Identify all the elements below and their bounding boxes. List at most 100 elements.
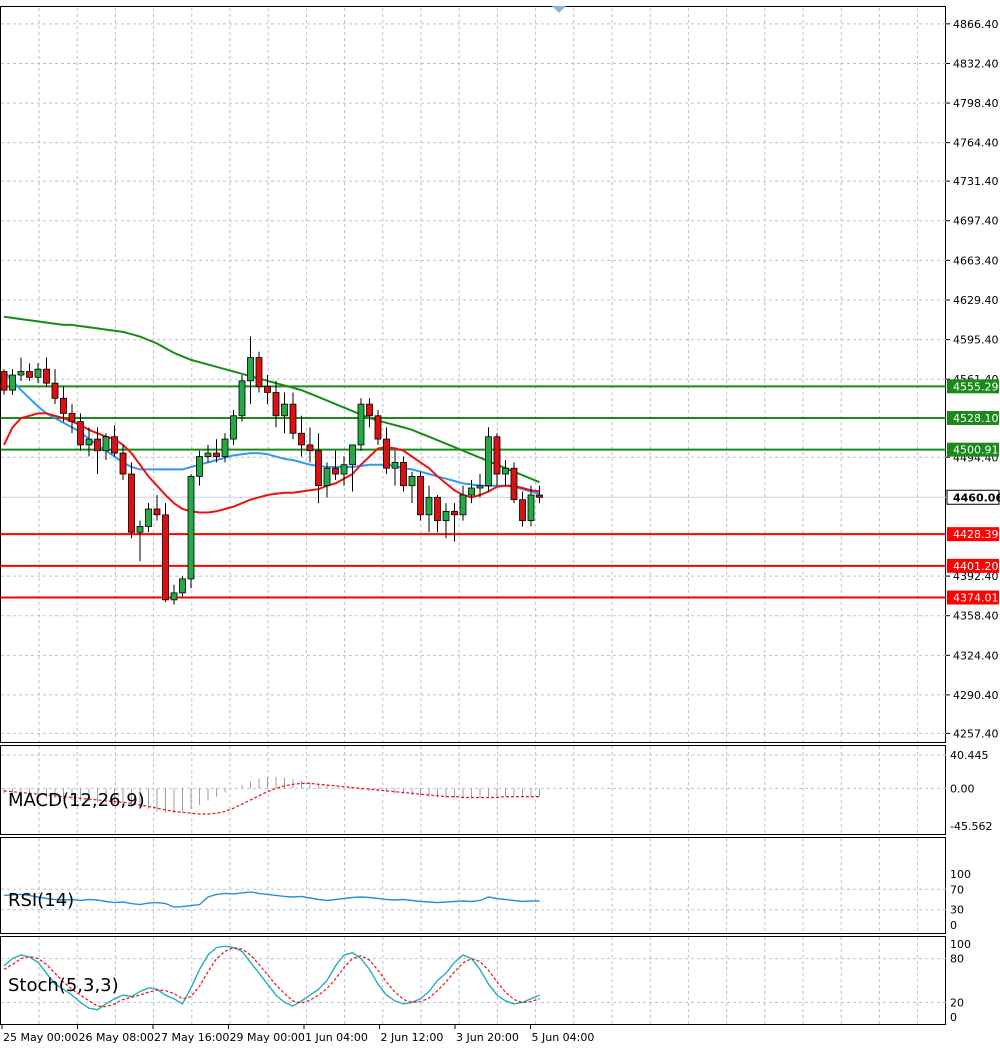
scroll-marker-icon[interactable] xyxy=(552,6,566,13)
candle xyxy=(204,444,212,463)
time-tick-label: 3 Jun 20:00 xyxy=(456,1031,519,1044)
candle xyxy=(502,460,509,486)
candle xyxy=(60,386,67,422)
candle-body xyxy=(332,467,339,475)
candle-body xyxy=(179,578,186,594)
candle-body xyxy=(128,473,135,533)
candle-body xyxy=(400,461,407,487)
candle xyxy=(238,375,246,422)
stoch-label: Stoch(5,3,3) xyxy=(8,975,119,996)
candle xyxy=(255,351,263,393)
candle xyxy=(417,471,424,521)
macd-label: MACD(12,26,9) xyxy=(8,790,145,811)
candle-body xyxy=(247,357,254,382)
candle-body xyxy=(255,357,263,388)
candle-body xyxy=(221,438,229,457)
current-price-box xyxy=(946,489,1000,505)
candle-body xyxy=(502,467,509,475)
candle-body xyxy=(204,452,212,457)
candle xyxy=(434,495,441,533)
candle xyxy=(170,584,178,605)
time-tick-label: 1 Jun 04:00 xyxy=(305,1031,368,1044)
level-label-box xyxy=(947,558,999,573)
candle xyxy=(247,336,254,405)
rsi-label: RSI(14) xyxy=(8,890,74,911)
level-label: 4555.29 xyxy=(953,380,999,393)
support-resistance-levels xyxy=(1,385,946,599)
price-tick-label: 4392.40 xyxy=(953,570,999,583)
stoch-main-line xyxy=(3,945,540,1011)
rsi-tick-label: 0 xyxy=(950,919,957,932)
price-tick-label: 4697.40 xyxy=(953,215,999,228)
macd-panel-frame xyxy=(0,745,946,835)
price-tick-label: 4731.40 xyxy=(953,175,999,188)
moving-averages xyxy=(3,315,540,514)
time-tick-label: 26 May 08:00 xyxy=(79,1031,154,1044)
level-label: 4500.91 xyxy=(953,444,999,457)
candle-body xyxy=(519,499,526,522)
candle-body xyxy=(170,592,178,601)
level-label-box xyxy=(947,442,999,457)
candle xyxy=(196,450,203,486)
price-tick-label: 4663.40 xyxy=(953,254,999,267)
macd-tick-label: 40.445 xyxy=(950,749,989,762)
candle xyxy=(9,369,16,395)
price-tick-label: 4764.40 xyxy=(953,137,999,150)
candle xyxy=(391,450,399,486)
candle-body xyxy=(264,386,271,393)
stoch-indicator xyxy=(3,945,540,1011)
rsi-tick-label: 100 xyxy=(950,868,971,881)
candle xyxy=(519,491,526,527)
level-labels: 4555.29 4528.10 4500.91 4428.39 4401.20 4374.… xyxy=(946,379,1000,605)
candle xyxy=(162,503,169,603)
candle xyxy=(0,369,8,395)
candle-body xyxy=(434,496,441,522)
candle xyxy=(306,427,314,463)
price-tick-label: 4257.40 xyxy=(953,727,999,740)
candle-body xyxy=(213,452,220,457)
stoch-tick-label: 20 xyxy=(950,996,964,1009)
candle xyxy=(468,479,475,504)
candle xyxy=(145,503,152,533)
stoch-tick-label: 0 xyxy=(950,1011,957,1024)
candle-body xyxy=(136,526,144,533)
candle-body xyxy=(196,456,203,477)
candle-body xyxy=(493,436,501,475)
candle-body xyxy=(536,494,543,498)
rsi-line xyxy=(3,891,540,908)
candle-body xyxy=(0,371,8,391)
candle xyxy=(323,462,331,498)
level-label-box xyxy=(947,379,999,394)
time-tick-label: 27 May 16:00 xyxy=(154,1031,229,1044)
candle xyxy=(332,450,339,480)
candle-body xyxy=(68,413,76,423)
candle-body xyxy=(51,382,59,399)
time-axis: 25 May 00:00 26 May 08:00 27 May 16:00 29 M… xyxy=(1,1024,594,1044)
candle-body xyxy=(102,436,110,452)
candle xyxy=(221,433,229,463)
candle xyxy=(383,427,390,475)
candle-body xyxy=(442,510,450,522)
candle xyxy=(136,520,144,562)
candle xyxy=(230,409,237,445)
candle-body xyxy=(459,494,467,516)
grid-lines xyxy=(1,8,946,1024)
level-label: 4374.01 xyxy=(953,592,999,605)
candle-body xyxy=(340,464,348,475)
candle xyxy=(374,409,382,445)
candle-body xyxy=(349,444,356,466)
level-label: 4428.39 xyxy=(953,528,999,541)
candle-body xyxy=(238,380,246,417)
candle xyxy=(34,363,42,384)
candle-body xyxy=(9,374,16,391)
price-tick-label: 4324.40 xyxy=(953,649,999,662)
candle-body xyxy=(26,371,33,378)
stoch-signal-line xyxy=(3,946,540,1008)
ma-fast-line xyxy=(3,412,540,514)
candle-body xyxy=(383,438,390,469)
candle xyxy=(425,485,433,533)
candle-body xyxy=(94,438,101,452)
candle xyxy=(102,433,110,461)
candle-body xyxy=(145,508,152,527)
candle-body xyxy=(527,494,535,522)
